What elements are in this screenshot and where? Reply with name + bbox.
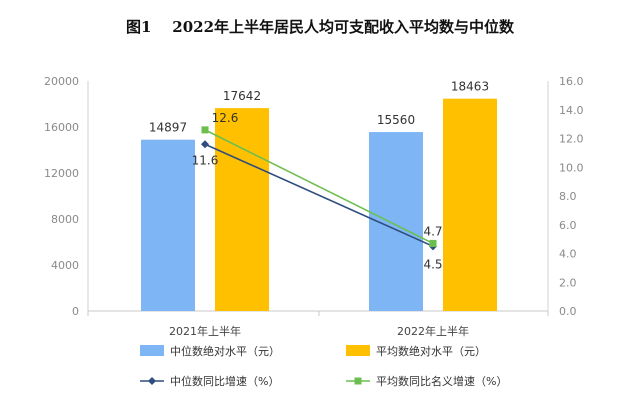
mean-growth-point (201, 126, 209, 134)
y-right-tick-label: 2.0 (559, 276, 577, 289)
y-right-tick-label: 0.0 (559, 305, 577, 318)
y-right-tick-label: 10.0 (559, 161, 584, 174)
legend-label: 平均数同比名义增速（%） (376, 374, 507, 388)
y-right-tick-label: 8.0 (559, 190, 577, 203)
bar-mean (443, 98, 497, 311)
legend-label: 中位数绝对水平（元） (170, 344, 280, 358)
x-category-label: 2021年上半年 (169, 324, 241, 338)
y-left-tick-label: 20000 (44, 75, 79, 88)
y-right-tick-label: 6.0 (559, 219, 577, 232)
legend-label: 平均数绝对水平（元） (376, 344, 486, 358)
y-right-tick-label: 4.0 (559, 248, 577, 261)
legend-label: 中位数同比增速（%） (170, 374, 279, 388)
x-category-label: 2022年上半年 (397, 324, 469, 338)
y-right-tick-label: 12.0 (559, 133, 584, 146)
y-right-tick-label: 14.0 (559, 104, 584, 117)
mean-growth-line (204, 129, 434, 245)
line-data-label: 11.6 (192, 153, 219, 167)
median-growth-line (204, 143, 434, 248)
legend-swatch (346, 345, 370, 356)
line-data-label: 4.7 (423, 224, 442, 238)
line-data-label: 4.5 (423, 257, 442, 271)
legend-marker (148, 377, 156, 385)
bar-data-label: 17642 (223, 89, 261, 103)
y-left-tick-label: 12000 (44, 167, 79, 180)
legend-marker (354, 377, 362, 385)
line-data-label: 12.6 (212, 111, 239, 125)
y-left-tick-label: 0 (72, 305, 79, 318)
y-left-tick-label: 16000 (44, 121, 79, 134)
bar-median (141, 139, 195, 311)
y-right-tick-label: 16.0 (559, 75, 584, 88)
mean-growth-point (429, 239, 437, 247)
legend-swatch (140, 345, 164, 356)
bar-data-label: 15560 (377, 113, 415, 127)
y-left-tick-label: 8000 (51, 213, 79, 226)
bar-data-label: 18463 (451, 80, 489, 94)
bar-mean (215, 108, 269, 311)
median-growth-point (201, 140, 209, 149)
y-left-tick-label: 4000 (51, 259, 79, 272)
chart-title: 图1 2022年上半年居民人均可支配收入平均数与中位数 (125, 18, 515, 36)
bar-data-label: 14897 (149, 121, 187, 135)
